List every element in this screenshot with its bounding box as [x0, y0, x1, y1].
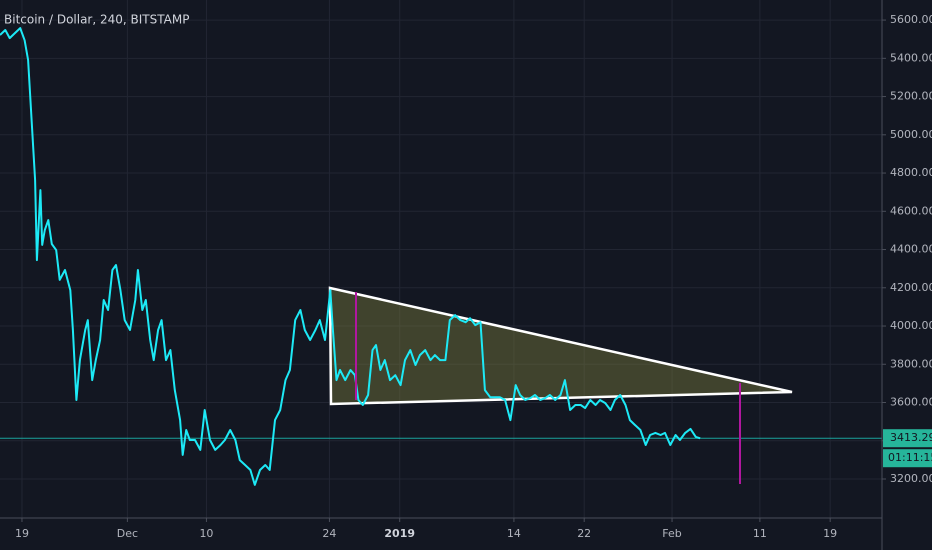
x-tick-label: 10 — [199, 527, 213, 540]
countdown-label: 01:11:15 — [888, 451, 932, 464]
y-tick-label: 5600.00 — [890, 13, 932, 26]
grid — [0, 0, 882, 518]
y-tick-label: 3200.00 — [890, 472, 932, 485]
x-tick-label: 14 — [507, 527, 521, 540]
y-tick-label: 3800.00 — [890, 357, 932, 370]
x-tick-label: 19 — [15, 527, 29, 540]
y-tick-label: 5200.00 — [890, 90, 932, 103]
y-tick-label: 5000.00 — [890, 128, 932, 141]
chart-title: Bitcoin / Dollar, 240, BITSTAMP — [4, 13, 189, 27]
x-tick-label: 22 — [577, 527, 591, 540]
x-tick-label: 24 — [322, 527, 336, 540]
y-tick-label: 4800.00 — [890, 166, 932, 179]
y-tick-label: 4000.00 — [890, 319, 932, 332]
x-tick-label: 11 — [753, 527, 767, 540]
y-tick-label: 4400.00 — [890, 243, 932, 256]
last-price-box — [883, 429, 932, 448]
x-tick-label: Feb — [662, 527, 681, 540]
y-tick-label: 3600.00 — [890, 396, 932, 409]
y-tick-label: 4600.00 — [890, 204, 932, 217]
x-tick-label: 19 — [823, 527, 837, 540]
price-line — [0, 27, 701, 486]
countdown-box — [883, 449, 932, 468]
last-price-label: 3413.29 — [890, 431, 932, 444]
y-tick-label: 4200.00 — [890, 281, 932, 294]
y-tick-label: 5400.00 — [890, 51, 932, 64]
plot — [0, 27, 701, 486]
x-tick-label: 2019 — [384, 527, 415, 540]
triangle-drawing — [328, 286, 793, 406]
x-tick-label: Dec — [117, 527, 138, 540]
